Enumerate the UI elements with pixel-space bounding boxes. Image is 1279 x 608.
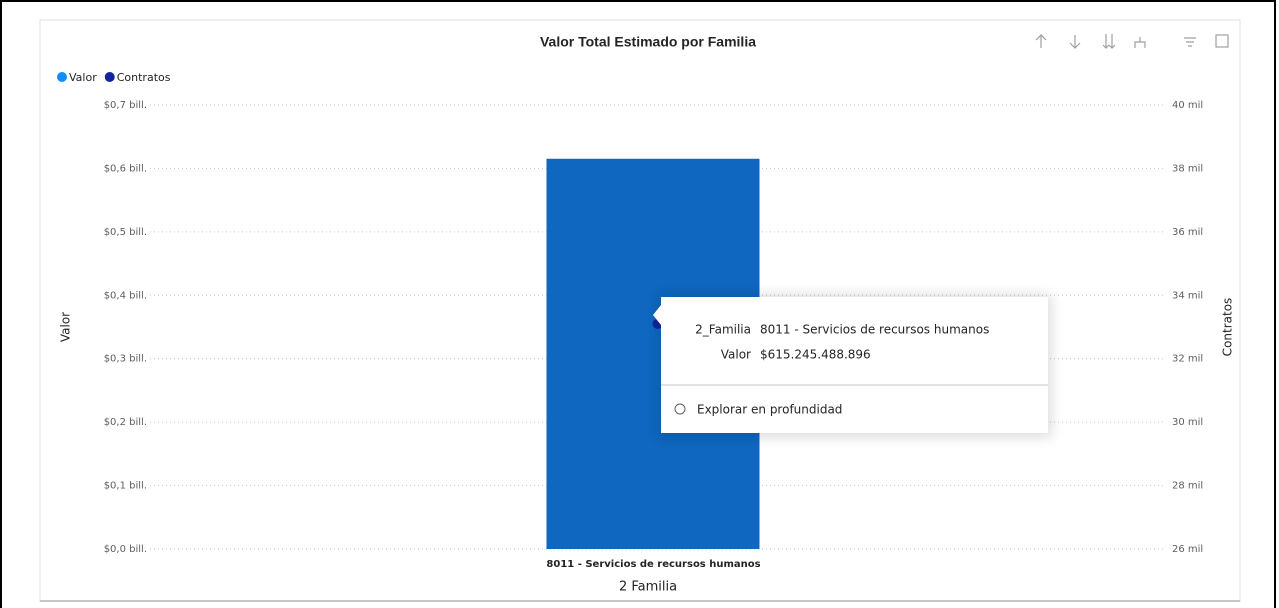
legend-marker [104,72,115,82]
tooltip: 2_Familia 8011 - Servicios de recursos hu… [653,294,1052,438]
legend-label: Valor [69,71,97,84]
y2-tick-label: 40 mil [1172,100,1203,111]
tooltip-pointer [653,305,661,325]
tooltip-action[interactable]: Explorar en profundidad [697,403,842,417]
y-tick-label: $0,7 bill. [104,100,147,111]
y-tick-label: $0,4 bill. [104,290,147,301]
y-tick-label: $0,5 bill. [104,227,147,238]
header-icons[interactable] [1035,34,1229,49]
legend: Valor Contratos [57,71,171,84]
y-tick-label: $0,1 bill. [104,481,147,492]
legend-marker [57,72,67,82]
legend-label: Contratos [117,71,171,84]
y-tick-label: $0,2 bill. [104,417,147,428]
y-axis-title: Valor [59,312,73,342]
drill-icon [674,403,686,415]
chart-title: Valor Total Estimado por Familia [540,34,756,50]
y-tick-label: $0,3 bill. [104,354,147,365]
y2-axis-title: Contratos [1221,298,1235,357]
y2-tick-label: 26 mil [1172,544,1203,555]
y-tick-label: $0,0 bill. [104,544,147,555]
y2-tick-label: 34 mil [1172,290,1203,301]
y2-tick-label: 38 mil [1172,163,1203,174]
x-tick-label: 8011 - Servicios de recursos humanos [546,559,760,570]
tooltip-value: 8011 - Servicios de recursos humanos [760,323,989,337]
y-tick-label: $0,6 bill. [104,163,147,174]
tooltip-key: Valor [721,348,751,362]
tooltip-key: 2_Familia [695,323,751,337]
tooltip-value: $615.245.488.896 [760,348,871,362]
y2-tick-label: 36 mil [1172,227,1203,238]
x-axis-title: 2 Familia [619,580,677,595]
y2-tick-label: 28 mil [1172,481,1203,492]
y2-tick-label: 30 mil [1172,417,1203,428]
y2-tick-label: 32 mil [1172,354,1203,365]
tooltip-box [661,297,1048,433]
